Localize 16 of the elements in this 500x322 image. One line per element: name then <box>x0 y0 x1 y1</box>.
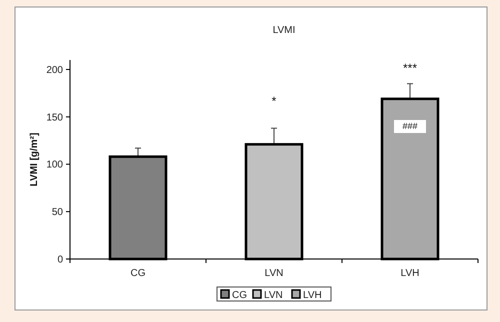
y-tick-label: 150 <box>46 112 64 124</box>
annotation: *** <box>402 61 418 75</box>
annotation: * <box>272 94 277 108</box>
legend-label: LVN <box>264 290 283 301</box>
x-tick-label: LVN <box>264 268 284 279</box>
x-tick-label: LVH <box>400 268 420 279</box>
legend-label: CG <box>232 290 248 301</box>
legend-label: LVH <box>303 290 322 301</box>
y-tick-label: 100 <box>46 160 64 171</box>
chart-title: LVMI <box>272 25 296 36</box>
y-tick-label: 200 <box>46 64 64 76</box>
y-axis-title: LVMI [g/m²] <box>29 132 40 186</box>
annotation: ### <box>402 121 418 131</box>
y-tick-label: 0 <box>57 254 64 266</box>
x-tick-label: CG <box>130 268 146 279</box>
y-tick-label: 50 <box>52 207 64 218</box>
